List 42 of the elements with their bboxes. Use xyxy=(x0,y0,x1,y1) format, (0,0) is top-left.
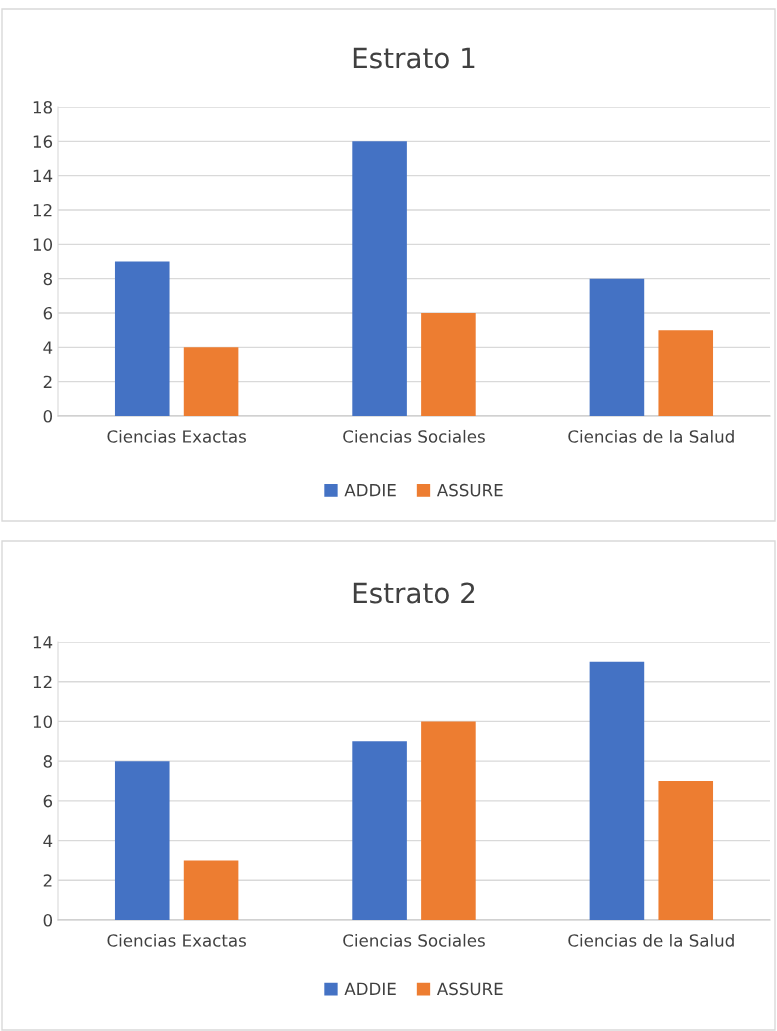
legend-label: ADDIE xyxy=(344,982,396,995)
bar xyxy=(589,278,645,416)
y-tick-label: 16 xyxy=(33,135,53,148)
legend-label: ADDIE xyxy=(344,484,396,497)
x-tick-label: Ciencias de la Salud xyxy=(568,933,734,947)
x-tick-label: Ciencias de la Salud xyxy=(568,429,734,443)
y-tick-label: 12 xyxy=(33,203,52,217)
y-tick-label: 6 xyxy=(43,306,53,320)
bar xyxy=(658,781,714,920)
bar xyxy=(114,261,170,416)
y-tick-label: 8 xyxy=(43,755,52,768)
y-tick-label: 2 xyxy=(43,375,52,388)
bar xyxy=(352,741,407,920)
y-tick-label: 10 xyxy=(33,238,53,251)
x-tick-label: Ciencias Exactas xyxy=(107,429,246,443)
y-tick-label: 18 xyxy=(33,100,52,114)
x-tick-label: Ciencias Sociales xyxy=(343,429,485,443)
y-tick-label: 8 xyxy=(43,272,52,286)
bar xyxy=(421,721,476,920)
bar xyxy=(114,761,170,920)
y-tick-label: 0 xyxy=(43,913,53,927)
chart-title: Estrato 2 xyxy=(353,582,475,604)
bar xyxy=(589,661,645,920)
bar xyxy=(352,141,407,416)
bar xyxy=(421,313,476,416)
y-tick-label: 4 xyxy=(43,834,53,847)
chart-title: Estrato 1 xyxy=(353,47,475,69)
y-tick-label: 10 xyxy=(33,715,53,728)
y-tick-label: 6 xyxy=(43,794,53,808)
y-tick-label: 2 xyxy=(43,874,52,887)
bar xyxy=(183,860,239,920)
legend-label: ASSURE xyxy=(436,982,503,996)
y-tick-label: 4 xyxy=(43,341,53,354)
y-tick-label: 14 xyxy=(33,169,53,182)
y-tick-label: 0 xyxy=(43,409,53,423)
bar xyxy=(183,347,239,416)
x-tick-label: Ciencias Sociales xyxy=(343,933,485,947)
legend-label: ASSURE xyxy=(436,483,503,497)
bar xyxy=(658,330,714,416)
x-tick-label: Ciencias Exactas xyxy=(107,933,246,947)
y-tick-label: 12 xyxy=(33,675,52,689)
y-tick-label: 14 xyxy=(33,636,53,649)
